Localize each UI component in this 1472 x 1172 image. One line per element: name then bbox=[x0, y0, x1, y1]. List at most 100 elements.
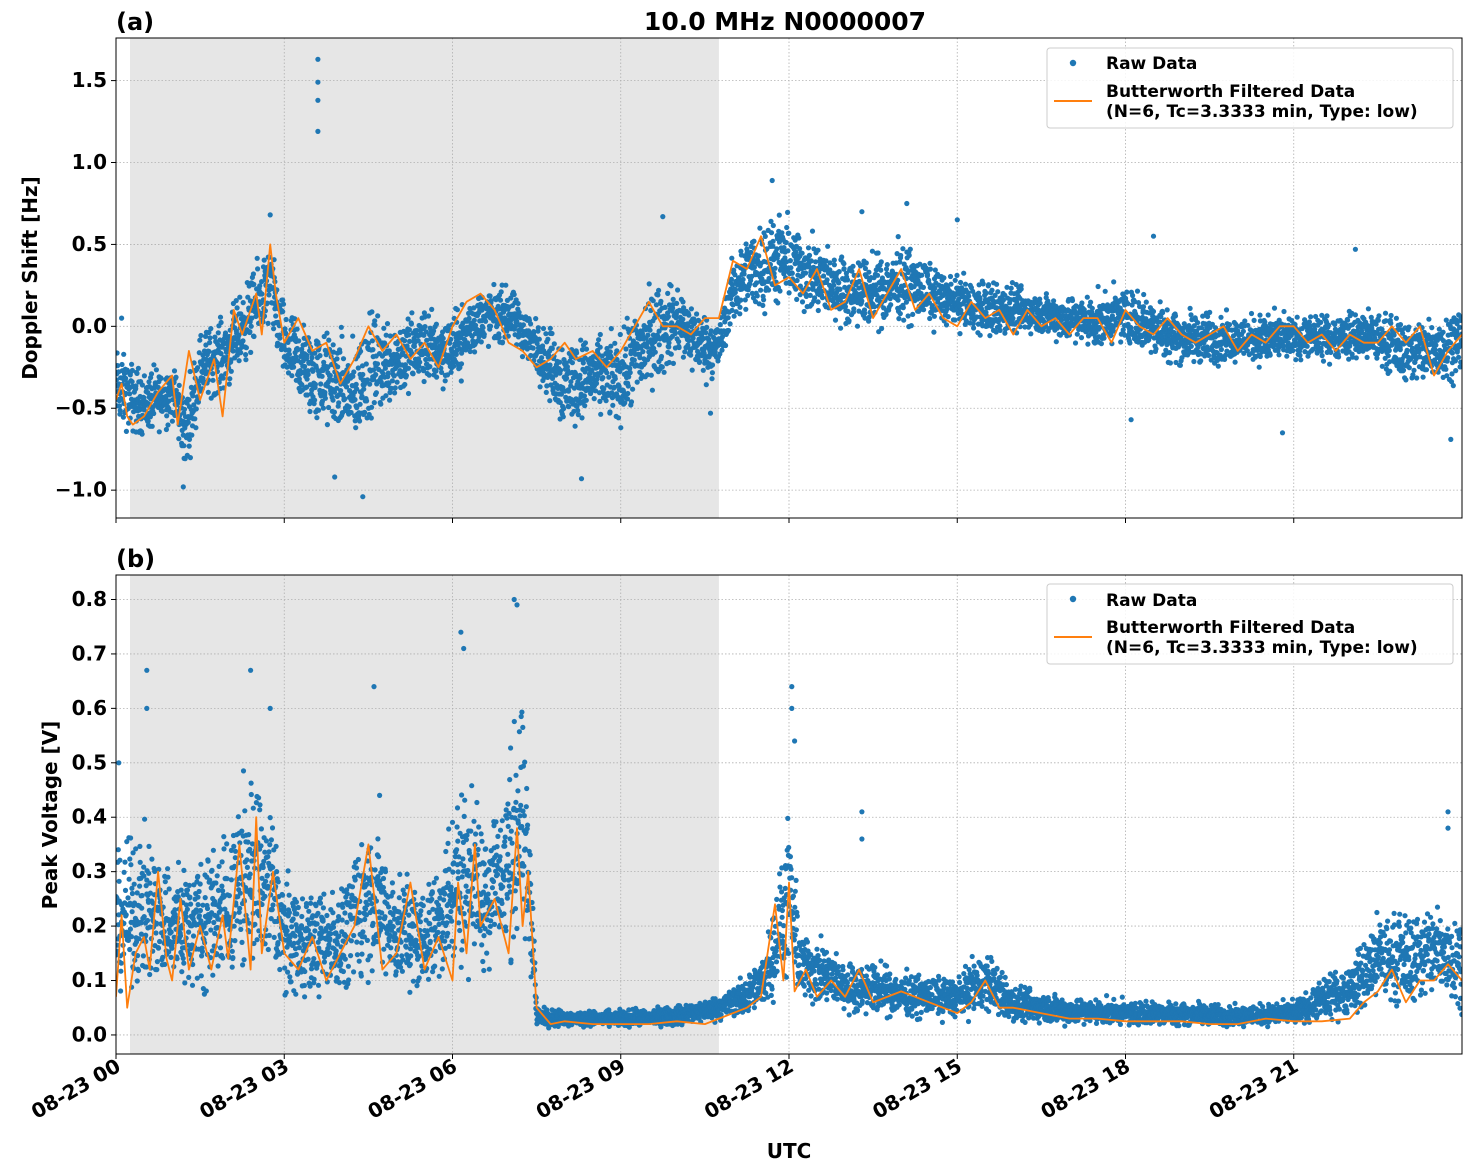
raw-point-a bbox=[310, 368, 316, 374]
raw-point-a bbox=[234, 305, 240, 311]
raw-point-a bbox=[440, 329, 446, 335]
raw-point-a bbox=[120, 414, 126, 420]
raw-point-a bbox=[661, 369, 667, 375]
raw-point-a bbox=[749, 290, 755, 296]
raw-point-a bbox=[1167, 350, 1173, 356]
raw-point-a bbox=[422, 324, 428, 330]
raw-point-a bbox=[1008, 285, 1014, 291]
raw-point-a bbox=[961, 270, 967, 276]
raw-point-a bbox=[1089, 305, 1095, 311]
raw-point-a bbox=[547, 362, 553, 368]
raw-point-a bbox=[593, 380, 600, 386]
raw-point-a bbox=[659, 364, 665, 370]
raw-point-a bbox=[1265, 312, 1271, 318]
raw-point-a bbox=[962, 281, 969, 287]
raw-point-a bbox=[324, 330, 330, 336]
raw-point-a bbox=[282, 326, 288, 332]
raw-point-a bbox=[336, 392, 342, 398]
raw-point-a bbox=[372, 322, 378, 328]
raw-point-a bbox=[836, 280, 842, 286]
raw-point-a bbox=[1037, 300, 1043, 306]
raw-point-a bbox=[336, 400, 342, 406]
raw-point-a bbox=[364, 377, 371, 383]
raw-point-a bbox=[533, 316, 539, 322]
raw-point-a bbox=[245, 294, 251, 300]
raw-point-a bbox=[561, 406, 567, 412]
raw-point-a bbox=[1053, 339, 1059, 345]
raw-point-a bbox=[367, 381, 373, 387]
raw-point-a bbox=[151, 362, 157, 368]
raw-point-a bbox=[454, 307, 460, 313]
raw-point-a bbox=[954, 272, 960, 278]
raw-point-a bbox=[365, 340, 371, 346]
raw-point-a bbox=[907, 246, 913, 252]
raw-point-a bbox=[218, 319, 224, 326]
raw-point-a bbox=[656, 342, 662, 348]
raw-point-a bbox=[703, 382, 709, 388]
raw-point-a bbox=[1325, 322, 1332, 328]
raw-point-a bbox=[250, 271, 256, 277]
raw-point-a bbox=[453, 351, 459, 357]
raw-point-a bbox=[607, 349, 613, 355]
raw-point-a bbox=[156, 429, 162, 435]
panel-a: −1.0−0.50.00.51.01.5 (a) 10.0 MHz N00000… bbox=[18, 7, 1463, 523]
raw-point-a bbox=[173, 374, 179, 380]
raw-point-a bbox=[680, 299, 686, 305]
raw-point-a bbox=[995, 289, 1001, 295]
raw-point-a bbox=[236, 358, 242, 364]
raw-point-a bbox=[273, 313, 279, 319]
raw-point-a bbox=[416, 363, 422, 369]
raw-point-a bbox=[1085, 341, 1091, 347]
raw-point-a bbox=[628, 399, 635, 405]
raw-point-a bbox=[158, 375, 164, 381]
raw-point-a bbox=[757, 225, 763, 231]
raw-point-a bbox=[625, 383, 631, 389]
raw-point-a bbox=[385, 370, 391, 376]
raw-point-a bbox=[663, 333, 669, 339]
raw-point-a bbox=[729, 255, 735, 261]
raw-point-a bbox=[346, 404, 352, 410]
raw-point-a bbox=[386, 348, 392, 354]
raw-point-a bbox=[339, 333, 345, 339]
raw-point-a bbox=[181, 406, 188, 412]
raw-point-a bbox=[700, 367, 706, 373]
raw-point-a bbox=[535, 325, 541, 331]
raw-point-a bbox=[1242, 318, 1248, 324]
raw-point-a bbox=[145, 418, 151, 424]
raw-point-a bbox=[844, 277, 851, 283]
raw-point-a bbox=[670, 360, 677, 366]
raw-point-a bbox=[218, 351, 224, 357]
raw-point-a bbox=[623, 346, 629, 352]
raw-point-a bbox=[783, 239, 789, 246]
raw-point-a bbox=[712, 349, 718, 355]
raw-point-a bbox=[575, 407, 581, 414]
raw-point-a bbox=[1382, 310, 1389, 316]
raw-point-a bbox=[1078, 335, 1085, 341]
raw-point-a bbox=[688, 352, 694, 358]
raw-point-a bbox=[751, 264, 758, 270]
raw-point-a bbox=[606, 374, 612, 380]
raw-point-a bbox=[589, 368, 595, 374]
raw-point-a bbox=[762, 233, 768, 239]
raw-point-a bbox=[471, 317, 477, 323]
raw-point-a bbox=[666, 359, 672, 366]
raw-point-a bbox=[202, 333, 209, 339]
raw-point-a bbox=[725, 327, 732, 334]
raw-point-a bbox=[657, 336, 663, 342]
raw-point-a bbox=[910, 311, 916, 317]
raw-point-a bbox=[431, 328, 437, 334]
raw-point-a bbox=[593, 388, 599, 394]
raw-point-a bbox=[266, 292, 272, 298]
raw-point-a bbox=[187, 368, 193, 375]
raw-point-a bbox=[116, 350, 120, 356]
raw-point-a bbox=[127, 391, 133, 397]
raw-point-a bbox=[251, 333, 257, 340]
raw-point-a bbox=[647, 327, 653, 333]
raw-point-a bbox=[338, 388, 344, 394]
raw-point-a bbox=[875, 272, 881, 278]
raw-point-a bbox=[1375, 317, 1381, 323]
raw-point-a bbox=[625, 390, 631, 397]
raw-point-a bbox=[1298, 357, 1304, 363]
raw-point-a bbox=[355, 365, 361, 371]
raw-point-a bbox=[1319, 353, 1325, 359]
